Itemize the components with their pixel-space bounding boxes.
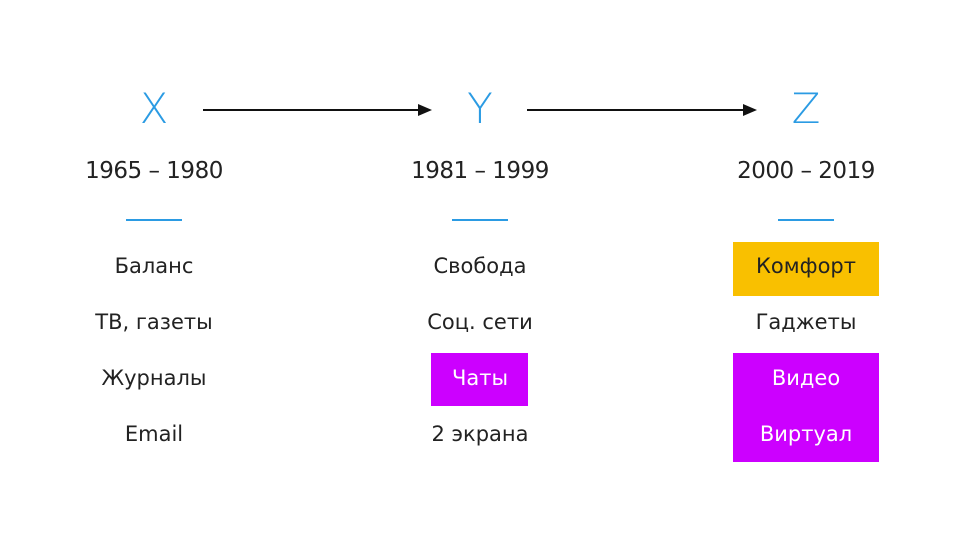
item: Чаты [451,366,509,390]
generation-letter: X [139,84,169,133]
generation-letter: Y [467,84,493,133]
item: Журналы [101,366,207,390]
item: 2 экрана [431,422,529,446]
arrow-head [743,104,757,116]
item: Email [124,422,184,446]
item: Соц. сети [427,310,533,334]
item: Виртуал [759,422,853,446]
years: 1965 – 1980 [85,158,223,184]
highlight-yellow [733,242,879,296]
years: 1981 – 1999 [411,158,549,184]
item: Видео [771,366,841,390]
item: ТВ, газеты [95,310,213,334]
generation-letter: Z [791,84,821,133]
item: Комфорт [756,254,856,278]
years: 2000 – 2019 [737,158,875,184]
highlight-purple [733,353,879,462]
divider [452,219,508,221]
arrow-head [418,104,432,116]
divider [126,219,182,221]
divider [778,219,834,221]
item: Свобода [433,254,527,278]
item: Гаджеты [755,310,857,334]
highlight-purple [431,353,528,406]
item: Баланс [114,254,194,278]
